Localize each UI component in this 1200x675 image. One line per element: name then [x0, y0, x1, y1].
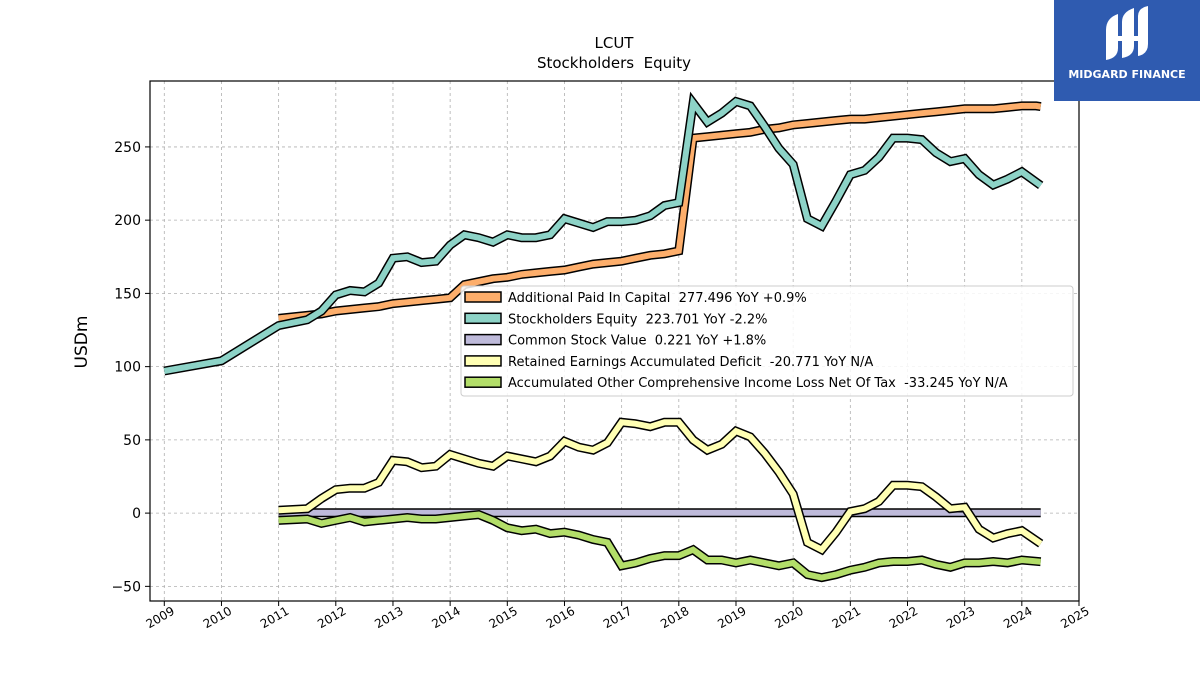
x-tick-label: 2013 — [372, 604, 405, 631]
legend-label: Additional Paid In Capital 277.496 YoY +… — [508, 291, 807, 306]
midgard-finance-logo: MIDGARD FINANCE — [1054, 0, 1200, 101]
x-tick-label: 2018 — [658, 604, 691, 631]
chart-subtitle: Stockholders Equity — [537, 54, 691, 72]
x-tick-label: 2019 — [715, 604, 748, 631]
legend-label: Stockholders Equity 223.701 YoY -2.2% — [508, 312, 768, 327]
x-tick-label: 2012 — [315, 604, 348, 631]
x-tick-label: 2017 — [601, 604, 634, 631]
x-tick-label: 2024 — [1001, 604, 1034, 631]
legend-swatch — [464, 355, 502, 367]
series-2 — [163, 91, 1044, 376]
series-line — [278, 511, 1041, 581]
plot-frame — [149, 80, 1080, 602]
series-layer — [163, 91, 1044, 583]
x-tick-label: 2009 — [144, 604, 177, 631]
series-line — [163, 95, 1043, 374]
x-tick-label: 2025 — [1058, 604, 1091, 631]
x-tick-label: 2015 — [487, 604, 520, 631]
legend-swatch — [464, 376, 502, 388]
y-tick-label: 150 — [114, 286, 141, 302]
series-5 — [278, 510, 1042, 583]
legend-label: Common Stock Value 0.221 YoY +1.8% — [508, 334, 766, 349]
y-tick-label: 250 — [114, 140, 141, 156]
x-tick-label: 2016 — [544, 604, 577, 631]
x-tick-label: 2014 — [429, 604, 462, 631]
y-tick-label: 0 — [132, 506, 141, 522]
y-tick-label: 200 — [114, 213, 141, 229]
y-tick-label: 50 — [123, 433, 141, 449]
y-tick-label: −50 — [111, 579, 141, 595]
legend-label: Retained Earnings Accumulated Deficit -2… — [508, 355, 873, 370]
legend-swatch — [464, 291, 502, 303]
logo-text: MIDGARD FINANCE — [1068, 68, 1186, 81]
legend-label: Accumulated Other Comprehensive Income L… — [508, 376, 1008, 391]
legend: Additional Paid In Capital 277.496 YoY +… — [460, 285, 1074, 397]
x-tick-label: 2010 — [201, 604, 234, 631]
x-tick-label: 2022 — [887, 604, 920, 631]
legend-swatch — [464, 333, 502, 346]
series-1 — [278, 101, 1042, 323]
x-tick-label: 2023 — [944, 604, 977, 631]
x-axis-ticks: 2009 2010 2011 2012 2013 2014 2015 2016 2017 2018… — [144, 601, 1092, 631]
x-tick-label: 2011 — [258, 604, 291, 631]
series-line — [278, 102, 1042, 322]
y-axis-label: USDm — [72, 316, 92, 369]
legend-swatch — [464, 312, 502, 325]
x-tick-label: 2021 — [830, 604, 863, 631]
y-tick-label: 100 — [114, 360, 141, 376]
logo-mark-icon — [1106, 6, 1148, 60]
legend-box — [460, 285, 1074, 397]
series-4 — [278, 417, 1044, 556]
y-axis-ticks: −50 0 50 100 150 200 250 — [111, 140, 150, 595]
x-tick-label: 2020 — [772, 604, 805, 631]
series-line — [278, 419, 1043, 554]
chart-title: LCUT — [595, 34, 635, 52]
